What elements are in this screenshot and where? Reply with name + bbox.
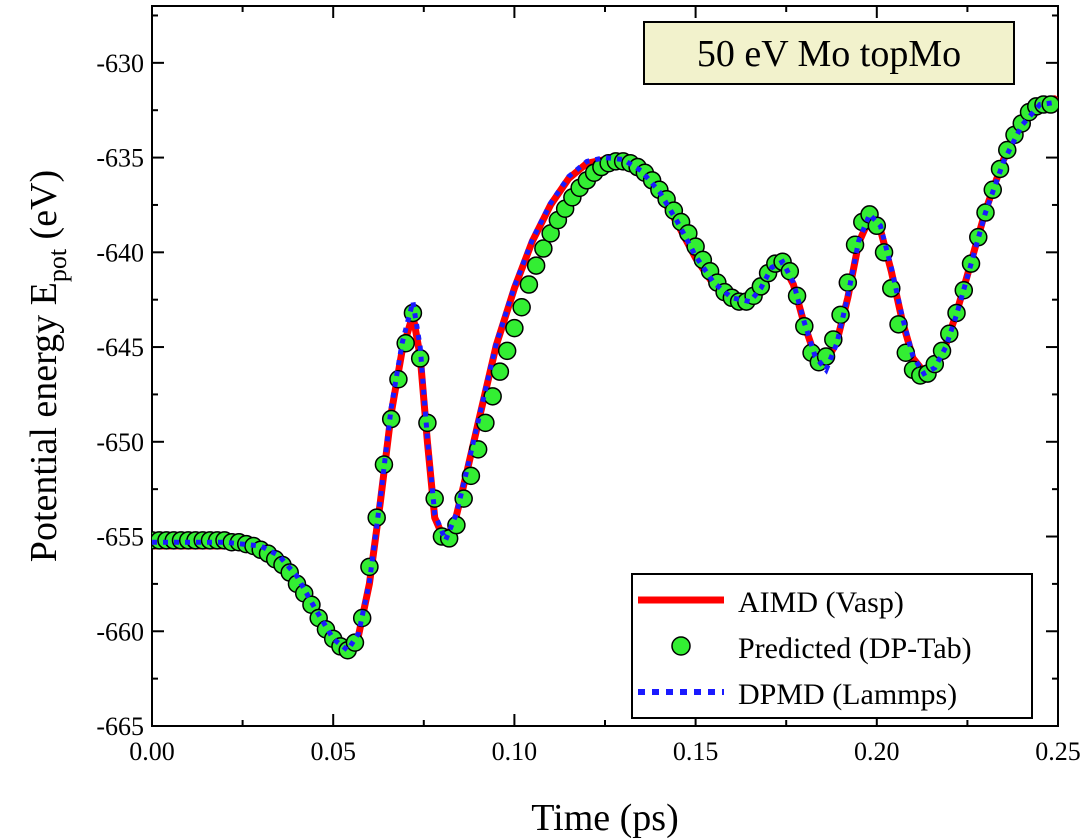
data-point: [824, 330, 843, 349]
legend-swatch-predicted: [671, 636, 691, 656]
data-point: [490, 362, 510, 381]
data-point: [497, 341, 517, 361]
x-tick-label: 0.10: [492, 737, 538, 766]
y-axis-title: Potential energy Epot (eV): [23, 170, 72, 562]
x-tick-label: 0.00: [129, 737, 175, 766]
data-point: [831, 305, 850, 325]
y-tick-label: -660: [96, 617, 144, 646]
y-axis-title-subscript: pot: [43, 248, 72, 282]
title-box-background: [643, 21, 1015, 85]
y-tick-label: -655: [96, 523, 144, 552]
data-point: [461, 466, 481, 486]
data-point: [468, 440, 488, 459]
legend-label-dpmd: DPMD (Lammps): [738, 678, 957, 711]
legend-label-aimd: AIMD (Vasp): [738, 586, 904, 619]
y-tick-label: -645: [96, 333, 144, 362]
x-tick-label: 0.05: [310, 737, 356, 766]
y-axis-title-main: Potential energy E: [23, 282, 65, 562]
x-axis-title: Time (ps): [531, 797, 678, 839]
data-point: [505, 318, 524, 338]
y-tick-label: -665: [96, 712, 144, 741]
y-axis-title-unit: (eV): [23, 170, 65, 249]
data-point: [534, 239, 553, 258]
y-tick-label: -630: [96, 49, 144, 78]
x-tick-label: 0.25: [1035, 737, 1080, 766]
data-point: [867, 216, 887, 236]
y-tick-label: -650: [96, 428, 144, 457]
data-point: [360, 557, 379, 577]
y-tick-label: -640: [96, 238, 144, 267]
data-point: [519, 275, 539, 294]
x-tick-label: 0.20: [854, 737, 900, 766]
legend-label-predicted: Predicted (DP-Tab): [738, 632, 972, 665]
title-box: 50 eV Mo topMo: [643, 21, 1015, 85]
data-point: [526, 256, 546, 275]
series-line-dpmd: [152, 100, 1055, 654]
chart-title: 50 eV Mo topMo: [697, 33, 961, 75]
data-point: [838, 273, 858, 292]
data-point: [889, 315, 908, 334]
data-point: [367, 508, 386, 527]
data-point: [483, 387, 502, 406]
x-tick-label: 0.15: [673, 737, 719, 766]
series-layer: [152, 95, 1058, 660]
legend: AIMD (Vasp) Predicted (DP-Tab) DPMD (Lam…: [631, 573, 1033, 719]
x-axis: 0.00 0.05 0.10 0.15 0.20 0.25: [129, 6, 1080, 766]
y-tick-label: -635: [96, 144, 144, 173]
data-point: [512, 298, 531, 317]
data-point: [954, 280, 974, 300]
y-axis: -665 -660 -655 -650 -645 -640 -635 -630: [96, 14, 1058, 741]
